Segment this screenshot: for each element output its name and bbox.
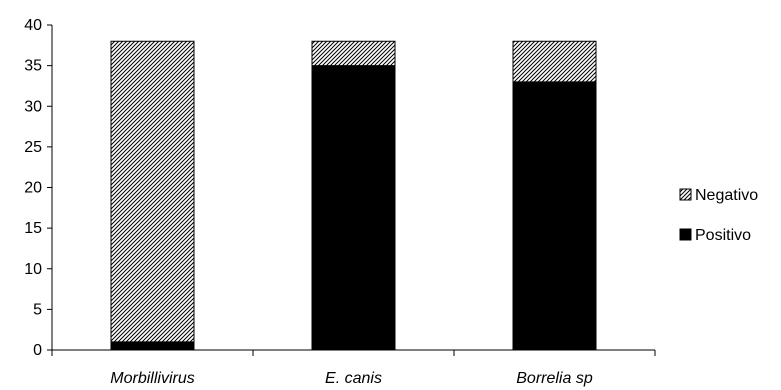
- bar-positivo-3: [512, 81, 597, 351]
- x-tick-label: Morbillivirus: [110, 370, 194, 387]
- bar-negativo-2: [311, 40, 396, 67]
- legend-label-positivo: Positivo: [695, 227, 751, 244]
- bar-positivo-2: [311, 65, 396, 351]
- y-tick-label: 15: [24, 220, 42, 237]
- legend-swatch-negativo: [679, 188, 692, 201]
- y-tick-label: 35: [24, 58, 42, 75]
- legend-label-negativo: Negativo: [695, 187, 758, 204]
- legend: Negativo Positivo: [679, 187, 758, 244]
- legend-swatch-positivo: [679, 228, 692, 241]
- x-tick-label: Borrelia sp: [516, 370, 593, 387]
- bar-negativo-3: [512, 40, 597, 83]
- y-tick-label: 30: [24, 98, 42, 115]
- y-tick-label: 10: [24, 261, 42, 278]
- plot-area: 0 5 10 15 20 25 30 35 40 Morbillivirus E. canis Bor…: [24, 17, 656, 387]
- y-tick-label: 0: [33, 342, 42, 359]
- bar-positivo-1: [110, 341, 195, 351]
- x-tick-label: E. canis: [325, 370, 382, 387]
- y-tick-label: 5: [33, 301, 42, 318]
- bar-negativo-1: [110, 40, 195, 343]
- y-tick-label: 20: [24, 180, 42, 197]
- y-tick-label: 25: [24, 139, 42, 156]
- y-tick-label: 40: [24, 17, 42, 34]
